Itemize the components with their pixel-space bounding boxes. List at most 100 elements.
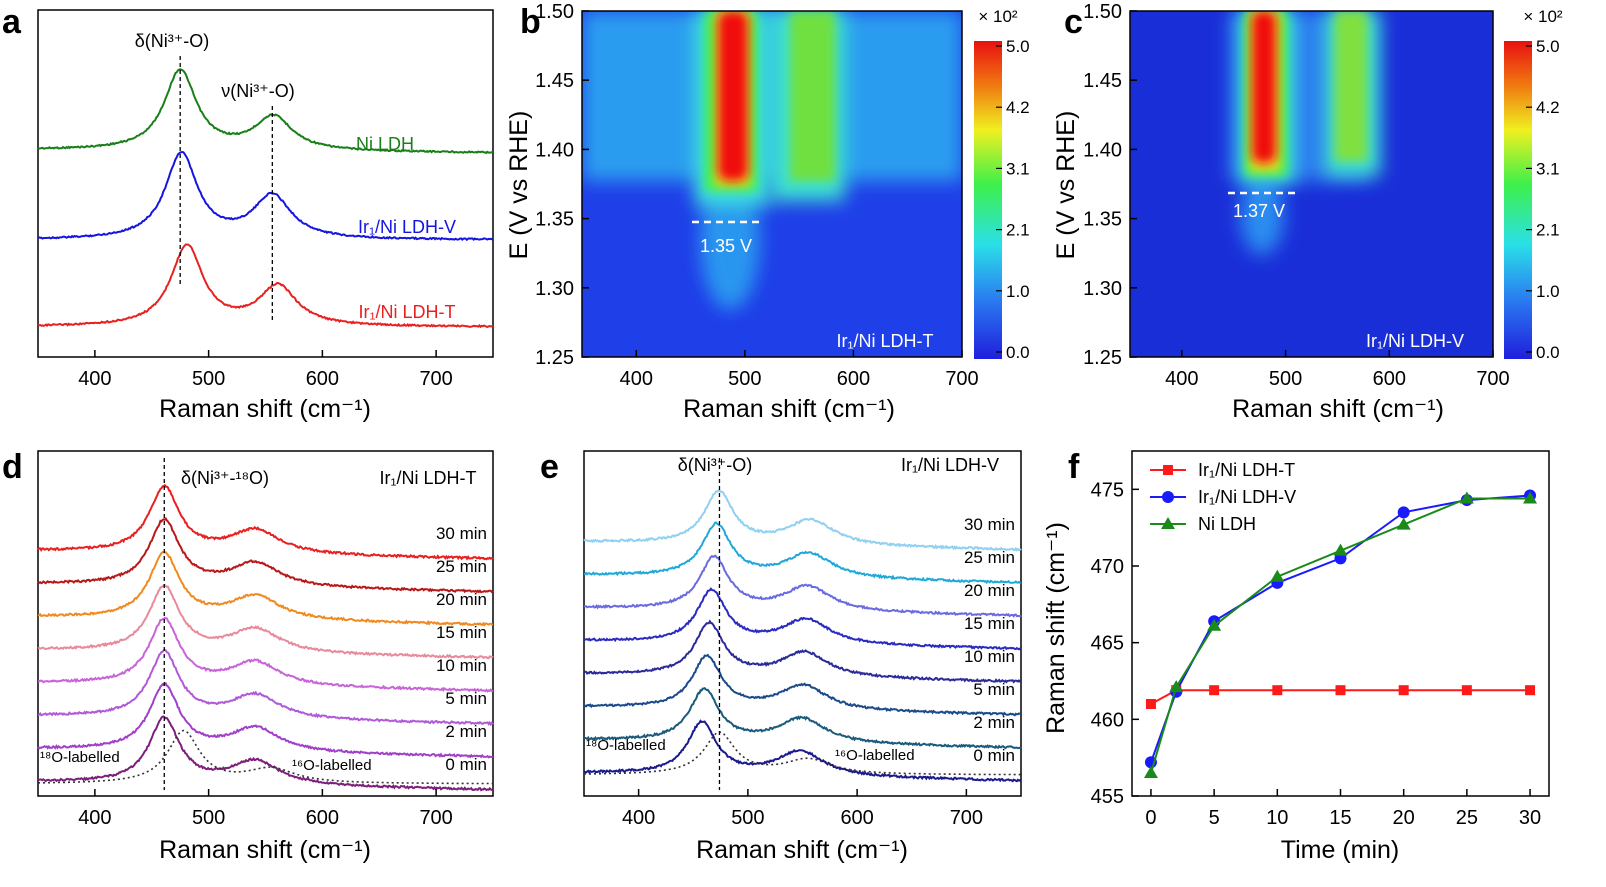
panel-b-label: Ir₁/Ni LDH-T xyxy=(836,331,933,351)
time-label: 15 min xyxy=(436,623,487,642)
panel-b-ylabel: E (V vs RHE) xyxy=(505,111,533,260)
panel-d-label: Ir₁/Ni LDH-T xyxy=(379,468,476,488)
point-ni xyxy=(1333,543,1348,556)
panel-d-xtick-label: 700 xyxy=(419,807,452,829)
legend-f-ni: Ni LDH xyxy=(1198,514,1256,534)
legend-marker-ni xyxy=(1161,517,1175,529)
spectrum-d-marks-7 xyxy=(37,483,494,561)
time-label: 5 min xyxy=(973,680,1015,699)
panel-letter-d: d xyxy=(2,448,23,486)
panel-d: d 0 min 2 min 5 min 10 min 15 min 20 min 25 mi… xyxy=(2,448,494,864)
legend-f-v: Ir₁/Ni LDH-V xyxy=(1198,487,1296,507)
panel-c-ytick-label: 1.30 xyxy=(1083,278,1122,300)
point-ni xyxy=(1143,766,1158,778)
panel-f-ytick-label: 465 xyxy=(1091,633,1124,655)
panel-c-ytick-label: 1.45 xyxy=(1083,70,1122,92)
colorbar-c-tick-label: 0.0 xyxy=(1536,343,1560,362)
panel-e-frame xyxy=(583,450,1022,797)
spectrum-d-marks-2 xyxy=(37,648,494,727)
reference-spectrum-e-marks xyxy=(584,731,1021,776)
time-label: 10 min xyxy=(964,647,1015,666)
panel-d-xlabel: Raman shift (cm⁻¹) xyxy=(159,836,371,864)
point-ni xyxy=(1207,618,1222,631)
time-label: 2 min xyxy=(973,713,1015,732)
panel-a-marker-1: δ(Ni³⁺-O) xyxy=(135,31,210,51)
panel-b-xlabel: Raman shift (cm⁻¹) xyxy=(683,395,895,423)
colorbar-c-unit: × 10² xyxy=(1523,7,1563,26)
panel-e-xtick-label: 500 xyxy=(731,807,764,829)
panel-d-frame xyxy=(37,450,494,797)
panel-f-ylabel: Raman shift (cm⁻¹) xyxy=(1042,522,1070,734)
spectrum-d-marks-4 xyxy=(37,584,494,660)
panel-f-xtick-label: 25 xyxy=(1456,807,1478,829)
colorbar-c-tick-label: 4.2 xyxy=(1536,98,1560,117)
panel-d-xtick-label: 400 xyxy=(78,807,111,829)
panel-e-label: Ir₁/Ni LDH-V xyxy=(901,455,999,475)
panel-b-ytick-label: 1.40 xyxy=(535,139,574,161)
colorbar-b-tick-label: 0.0 xyxy=(1006,343,1030,362)
panel-e-xtick-label: 600 xyxy=(840,807,873,829)
panel-b-xtick-label: 400 xyxy=(620,368,653,390)
time-label: 20 min xyxy=(436,590,487,609)
time-label: 30 min xyxy=(964,515,1015,534)
point-t xyxy=(1398,685,1409,696)
panel-c-ylabel: E (V vs RHE) xyxy=(1052,111,1080,260)
time-label: 25 min xyxy=(964,548,1015,567)
panel-d-xtick-label: 500 xyxy=(192,807,225,829)
panel-e-xlabel: Raman shift (cm⁻¹) xyxy=(696,836,908,864)
colorbar-b-tick-label: 5.0 xyxy=(1006,37,1030,56)
onset-label-c: 1.37 V xyxy=(1233,201,1285,221)
series-line-2 xyxy=(1150,497,1530,774)
panel-b-xtick-label: 500 xyxy=(728,368,761,390)
panel-c-xtick-label: 600 xyxy=(1373,368,1406,390)
panel-d-ann-16: ¹⁶O-labelled xyxy=(292,757,372,774)
panel-b-ytick-label: 1.45 xyxy=(535,70,574,92)
panel-b-xtick-label: 700 xyxy=(945,368,978,390)
spectrum-d-marks-3 xyxy=(38,616,494,693)
spectrum-d-marks-1 xyxy=(37,681,494,759)
panel-c-xtick-label: 500 xyxy=(1269,368,1302,390)
panel-c-ytick-label: 1.50 xyxy=(1083,1,1122,23)
point-t xyxy=(1335,685,1346,696)
panel-f-xtick-label: 30 xyxy=(1519,807,1541,829)
panel-f-xtick-label: 15 xyxy=(1329,807,1351,829)
panel-c-xlabel: Raman shift (cm⁻¹) xyxy=(1232,395,1444,423)
colorbar-c-tick-label: 1.0 xyxy=(1536,282,1560,301)
spectrum-e-marks-2 xyxy=(584,653,1022,717)
spectrum-e-marks-5 xyxy=(583,554,1022,618)
spectrum-a-2 xyxy=(37,243,494,329)
panel-a-xtick-label: 400 xyxy=(78,368,111,390)
panel-c-xtick-label: 400 xyxy=(1165,368,1198,390)
point-t xyxy=(1145,699,1156,709)
panel-f-legend: Ir₁/Ni LDH-T Ir₁/Ni LDH-V Ni LDH xyxy=(1150,460,1296,534)
panel-a-xtick-label: 600 xyxy=(306,368,339,390)
spectrum-e-marks-6 xyxy=(583,521,1022,585)
panel-c-heatmap xyxy=(1130,11,1493,357)
panel-letter-b: b xyxy=(520,3,541,41)
panel-b-ytick-label: 1.30 xyxy=(535,278,574,300)
time-label: 20 min xyxy=(964,581,1015,600)
panel-f-xtick-label: 10 xyxy=(1266,807,1288,829)
colorbar-c xyxy=(1504,41,1532,359)
panel-c: c 1.37 V Ir₁/Ni LDH-V 400 500 600 700 1.25 1… xyxy=(1052,1,1563,423)
reference-spectrum-d-marks xyxy=(37,729,493,785)
time-label: 15 min xyxy=(964,614,1015,633)
point-t xyxy=(1461,685,1472,696)
point-t xyxy=(1525,685,1536,696)
legend-ir-ni-ldh-t: Ir₁/Ni LDH-T xyxy=(358,302,455,322)
panel-e-xtick-label: 400 xyxy=(622,807,655,829)
panel-f-ytick-label: 460 xyxy=(1091,709,1124,731)
spectrum-d-marks-0 xyxy=(37,715,494,792)
panel-b-ytick-label: 1.35 xyxy=(535,209,574,231)
legend-ni-ldh: Ni LDH xyxy=(356,134,414,154)
spectrum-a-0 xyxy=(37,68,494,155)
panel-a-frame xyxy=(37,9,494,358)
spectrum-d-marks-6 xyxy=(37,516,494,594)
panel-c-frame xyxy=(1129,10,1494,358)
colorbar-b xyxy=(974,41,1002,359)
panel-c-xtick-label: 700 xyxy=(1476,368,1509,390)
point-ni xyxy=(1523,491,1538,504)
panel-e-marker: δ(Ni³⁺-O) xyxy=(678,455,753,475)
spectrum-e-marks-4 xyxy=(583,587,1022,651)
